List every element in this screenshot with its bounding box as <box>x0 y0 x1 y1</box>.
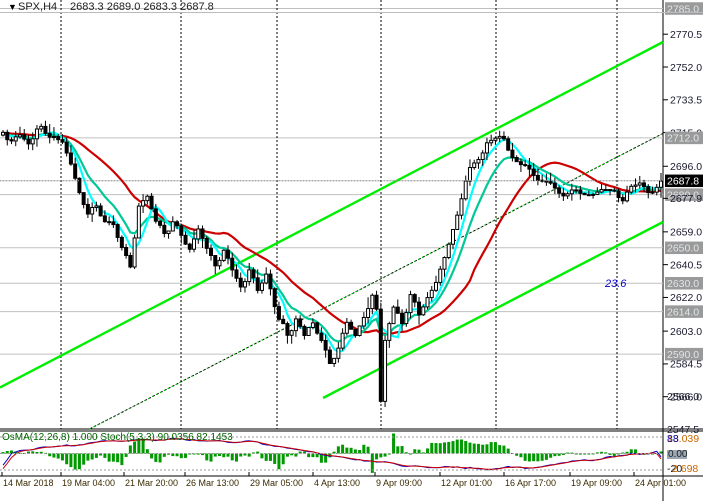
svg-text:2683.3 2689.0 2683.3 2687.8: 2683.3 2689.0 2683.3 2687.8 <box>70 1 214 13</box>
svg-text:16 Apr 17:00: 16 Apr 17:00 <box>505 478 556 488</box>
svg-text:2752.0: 2752.0 <box>670 62 702 74</box>
svg-text:2677.9: 2677.9 <box>670 193 702 205</box>
svg-text:12 Apr 01:00: 12 Apr 01:00 <box>441 478 492 488</box>
svg-text:21 Mar 20:00: 21 Mar 20:00 <box>125 478 178 488</box>
svg-text:19 Apr 09:00: 19 Apr 09:00 <box>571 478 622 488</box>
svg-text:4 Apr 13:00: 4 Apr 13:00 <box>314 478 360 488</box>
svg-text:2659.0: 2659.0 <box>670 227 702 239</box>
svg-text:2603.0: 2603.0 <box>670 326 702 338</box>
svg-text:19 Mar 04:00: 19 Mar 04:00 <box>62 478 115 488</box>
svg-text:2696.0: 2696.0 <box>670 161 702 173</box>
svg-text:2614.0: 2614.0 <box>667 306 699 318</box>
svg-text:2640.5: 2640.5 <box>670 259 702 271</box>
svg-text:2733.5: 2733.5 <box>670 95 702 107</box>
svg-text:2712.0: 2712.0 <box>667 133 699 145</box>
svg-text:2584.5: 2584.5 <box>670 359 702 371</box>
svg-text:24 Apr 01:00: 24 Apr 01:00 <box>635 478 686 488</box>
svg-text:88: 88 <box>667 433 679 445</box>
svg-text:2785.0: 2785.0 <box>667 3 699 15</box>
svg-text:14 Mar 2018: 14 Mar 2018 <box>3 478 54 488</box>
svg-text:2770.5: 2770.5 <box>670 29 702 41</box>
svg-text:9 Apr 09:00: 9 Apr 09:00 <box>376 478 422 488</box>
svg-text:▼: ▼ <box>8 2 17 12</box>
svg-text:2687.8: 2687.8 <box>667 176 699 188</box>
svg-text:29 Mar 05:00: 29 Mar 05:00 <box>250 478 303 488</box>
svg-text:0.00: 0.00 <box>668 449 688 460</box>
svg-text:26 Mar 13:00: 26 Mar 13:00 <box>186 478 239 488</box>
svg-text:23.6: 23.6 <box>604 278 627 290</box>
svg-text:OsMA(12,26,8) 1.000 Stoch(5,: OsMA(12,26,8) 1.000 Stoch(5,3,3) 90.0356… <box>2 432 233 443</box>
svg-text:2.698: 2.698 <box>672 463 698 475</box>
svg-text:SPX,H4: SPX,H4 <box>18 1 57 13</box>
svg-text:2650.0: 2650.0 <box>667 243 699 255</box>
svg-text:2622.0: 2622.0 <box>670 292 702 304</box>
svg-text:2566.0: 2566.0 <box>667 391 699 403</box>
svg-text:2630.0: 2630.0 <box>667 278 699 290</box>
